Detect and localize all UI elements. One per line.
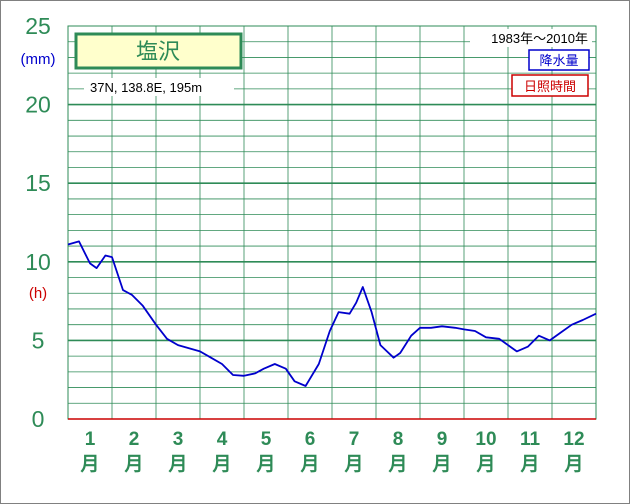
x-tick-label: 2 (129, 429, 140, 450)
y-tick-label: 15 (25, 170, 51, 196)
x-tick-label: 1 (85, 429, 96, 450)
x-tick-label-suffix: 月 (211, 454, 231, 475)
legend-sunshine-box (511, 74, 589, 97)
x-tick-label-suffix: 月 (431, 454, 451, 475)
y-tick-label: 0 (32, 406, 45, 432)
y-tick-labels: 0 5 10 15 20 25 (25, 13, 51, 432)
station-title: 塩沢 (136, 39, 180, 64)
x-tick-label-suffix: 月 (167, 454, 187, 475)
x-tick-label-suffix: 月 (475, 454, 495, 475)
y-tick-label: 25 (25, 13, 51, 39)
x-tick-labels: 1 月 2 月 3 月 4 月 5 月 6 月 7 月 8 月 9 月 10 月 11 月 12 月 (79, 429, 584, 475)
x-tick-label-suffix: 月 (563, 454, 583, 475)
x-tick-label: 7 (349, 429, 360, 450)
unit-mm-label: (mm) (21, 51, 56, 68)
series-line-precipitation (67, 240, 597, 387)
y-tick-label: 20 (25, 92, 51, 118)
x-tick-label-suffix: 月 (79, 454, 99, 475)
x-tick-label: 11 (520, 429, 541, 450)
period-bg (470, 29, 592, 47)
period-text: 1983年～2010年 (491, 31, 588, 46)
x-tick-label: 3 (173, 429, 184, 450)
unit-h-label: (h) (29, 285, 47, 302)
x-tick-label: 4 (217, 429, 228, 450)
x-tick-label-suffix: 月 (123, 454, 143, 475)
legend-precipitation: 降水量 (539, 53, 578, 68)
x-tick-label: 5 (261, 429, 272, 450)
x-tick-label-suffix: 月 (519, 454, 539, 475)
y-tick-label: 10 (25, 249, 51, 275)
legend-sunshine: 日照時間 (524, 79, 576, 94)
x-tick-label-suffix: 月 (387, 454, 407, 475)
location-text: 37N, 138.8E, 195m (90, 80, 202, 95)
x-tick-label: 6 (305, 429, 316, 450)
location-bg (84, 78, 234, 96)
x-tick-label-suffix: 月 (299, 454, 319, 475)
legend-precipitation-box (528, 49, 590, 71)
x-tick-label-suffix: 月 (255, 454, 275, 475)
x-tick-label: 8 (393, 429, 404, 450)
y-tick-label: 5 (32, 327, 45, 353)
x-tick-label: 10 (475, 429, 496, 450)
x-tick-label-suffix: 月 (343, 454, 363, 475)
x-tick-label: 9 (437, 429, 448, 450)
station-title-box (74, 32, 243, 70)
x-tick-label: 12 (563, 429, 584, 450)
